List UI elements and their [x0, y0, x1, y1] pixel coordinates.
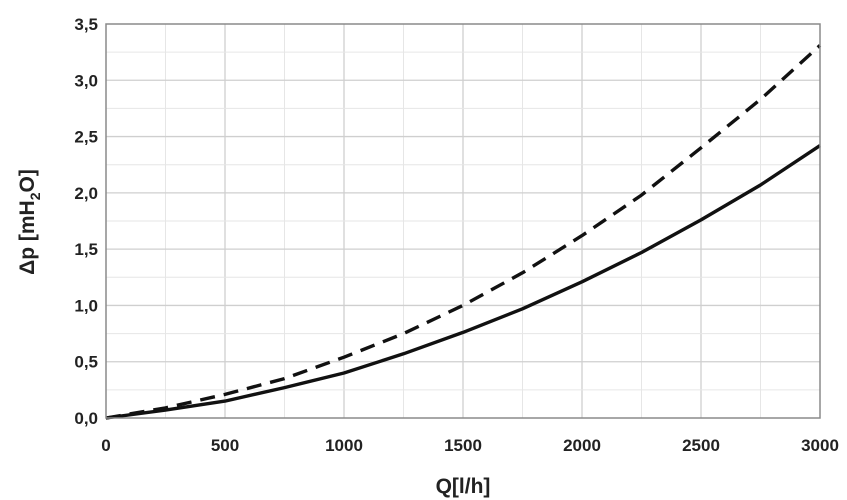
y-axis-title-tail: O]: [16, 169, 39, 192]
x-tick-label: 2500: [682, 436, 720, 455]
y-tick-label: 0,5: [74, 353, 98, 372]
y-tick-label: 3,0: [74, 71, 98, 90]
x-tick-label: 3000: [801, 436, 839, 455]
x-tick-label: 500: [211, 436, 239, 455]
y-tick-label: 1,5: [74, 240, 98, 259]
x-tick-labels: 0 500 1000 1500 2000 2500 3000: [101, 436, 839, 455]
y-tick-label: 2,0: [74, 184, 98, 203]
grid: [106, 24, 820, 418]
y-tick-label: 2,5: [74, 128, 98, 147]
x-tick-label: 1000: [325, 436, 363, 455]
x-axis-title: Q[l/h]: [436, 475, 491, 498]
y-tick-label: 1,0: [74, 296, 98, 315]
x-tick-label: 1500: [444, 436, 482, 455]
y-tick-label: 3,5: [74, 15, 98, 34]
y-axis-title-subscript: 2: [27, 192, 43, 200]
series-line-solid: [105, 144, 821, 420]
series-line-dashed: [105, 44, 822, 420]
series-layer: [105, 44, 822, 420]
y-axis-title: Δp [mH2O]: [16, 169, 43, 275]
y-tick-labels: 0,0 0,5 1,0 1,5 2,0 2,5 3,0 3,5: [74, 15, 98, 428]
y-axis-title-main: Δp [mH: [16, 200, 39, 275]
x-tick-label: 2000: [563, 436, 601, 455]
plot-frame: [105, 23, 821, 419]
y-tick-label: 0,0: [74, 409, 98, 428]
x-tick-label: 0: [101, 436, 110, 455]
